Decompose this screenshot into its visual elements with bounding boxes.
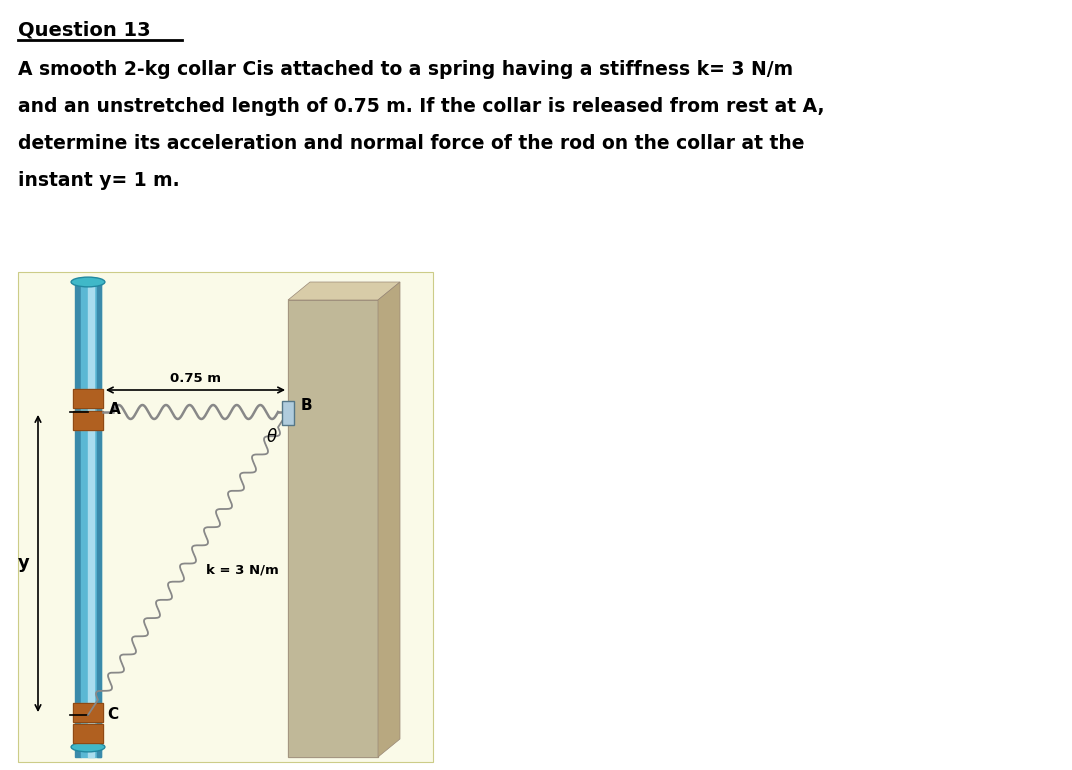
Text: determine its acceleration and normal force of the rod on the collar at the: determine its acceleration and normal fo…	[18, 134, 804, 153]
Text: y: y	[18, 554, 30, 573]
Bar	[98, 282, 101, 757]
Polygon shape	[288, 282, 400, 300]
Ellipse shape	[71, 277, 105, 287]
Bar	[288, 300, 378, 757]
Bar	[73, 724, 103, 743]
Text: Question 13: Question 13	[18, 20, 151, 39]
FancyBboxPatch shape	[18, 272, 433, 762]
Bar	[88, 282, 94, 757]
Text: k = 3 N/m: k = 3 N/m	[206, 564, 279, 577]
Ellipse shape	[71, 742, 105, 752]
Bar	[73, 724, 103, 743]
Polygon shape	[378, 282, 400, 757]
FancyBboxPatch shape	[282, 401, 294, 425]
Text: A smooth 2-kg collar Cis attached to a spring having a stiffness k= 3 N/m: A smooth 2-kg collar Cis attached to a s…	[18, 60, 793, 79]
Bar	[73, 411, 103, 430]
Bar	[288, 300, 378, 757]
Bar	[73, 411, 103, 430]
Bar	[73, 703, 103, 722]
Bar	[73, 389, 103, 408]
Bar	[75, 282, 81, 757]
Bar	[73, 389, 103, 408]
Text: B: B	[301, 398, 313, 413]
Text: instant y= 1 m.: instant y= 1 m.	[18, 171, 180, 190]
Text: $\theta$: $\theta$	[266, 428, 278, 446]
Text: A: A	[109, 402, 121, 417]
Text: and an unstretched length of 0.75 m. If the collar is released from rest at A,: and an unstretched length of 0.75 m. If …	[18, 97, 824, 116]
Text: 0.75 m: 0.75 m	[170, 372, 221, 385]
Text: C: C	[107, 707, 118, 722]
Bar	[73, 703, 103, 722]
Bar	[81, 282, 101, 757]
